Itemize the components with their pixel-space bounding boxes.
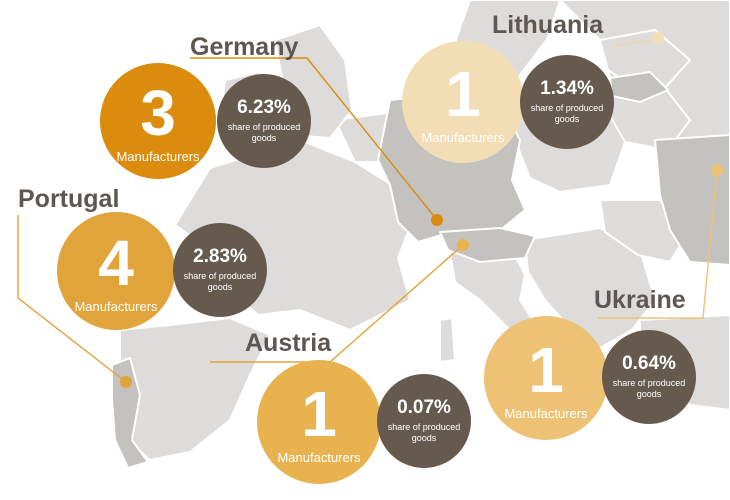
austria-location-dot [457, 239, 469, 251]
ukraine-label: Ukraine [594, 286, 686, 314]
portugal-manufacturers-circle: 4 Manufacturers [57, 212, 175, 330]
lithuania-leader-line [611, 39, 656, 47]
portugal-share-circle: 2.83% share of produced goods [173, 223, 267, 317]
land-austria [439, 227, 536, 263]
ukraine-location-dot [711, 164, 723, 176]
ukraine-share-label: share of produced goods [612, 378, 686, 399]
austria-share-label: share of produced goods [387, 422, 461, 443]
germany-manufacturers-count: 3 [140, 77, 176, 149]
lithuania-share-value: 1.34% [540, 78, 594, 99]
portugal-leader-line [17, 215, 127, 383]
land-sardinia [439, 317, 456, 363]
austria-manufacturers-count: 1 [301, 378, 337, 450]
germany-leader-line [190, 57, 438, 221]
lithuania-label: Lithuania [492, 11, 604, 39]
austria-label: Austria [245, 329, 332, 357]
germany-share-circle: 6.23% share of produced goods [217, 74, 311, 168]
austria-share-value: 0.07% [397, 397, 451, 418]
germany-manufacturers-label: Manufacturers [116, 149, 200, 164]
ukraine-manufacturers-circle: 1 Manufacturers [484, 316, 608, 440]
land-portugal [111, 357, 149, 469]
lithuania-manufacturers-count: 1 [445, 58, 481, 130]
lithuania-share-label: share of produced goods [530, 103, 604, 124]
ukraine-share-value: 0.64% [622, 353, 676, 374]
austria-share-circle: 0.07% share of produced goods [377, 374, 471, 468]
portugal-share-value: 2.83% [193, 246, 247, 267]
portugal-label: Portugal [18, 185, 120, 213]
portugal-share-label: share of produced goods [183, 271, 257, 292]
austria-manufacturers-circle: 1 Manufacturers [257, 360, 381, 484]
ukraine-share-circle: 0.64% share of produced goods [602, 330, 696, 424]
austria-manufacturers-label: Manufacturers [277, 450, 361, 465]
germany-location-dot [431, 214, 443, 226]
lithuania-manufacturers-label: Manufacturers [421, 130, 505, 145]
lithuania-share-circle: 1.34% share of produced goods [520, 55, 614, 149]
lithuania-manufacturers-circle: 1 Manufacturers [402, 41, 524, 163]
germany-share-label: share of produced goods [227, 122, 301, 143]
germany-label: Germany [190, 33, 299, 61]
ukraine-manufacturers-label: Manufacturers [504, 406, 588, 421]
germany-manufacturers-circle: 3 Manufacturers [100, 63, 216, 179]
ukraine-manufacturers-count: 1 [528, 334, 564, 406]
portugal-manufacturers-count: 4 [98, 227, 134, 299]
portugal-manufacturers-label: Manufacturers [74, 299, 158, 314]
germany-share-value: 6.23% [237, 97, 291, 118]
lithuania-location-dot [652, 32, 664, 44]
ukraine-leader-line [598, 169, 718, 319]
portugal-location-dot [120, 376, 132, 388]
